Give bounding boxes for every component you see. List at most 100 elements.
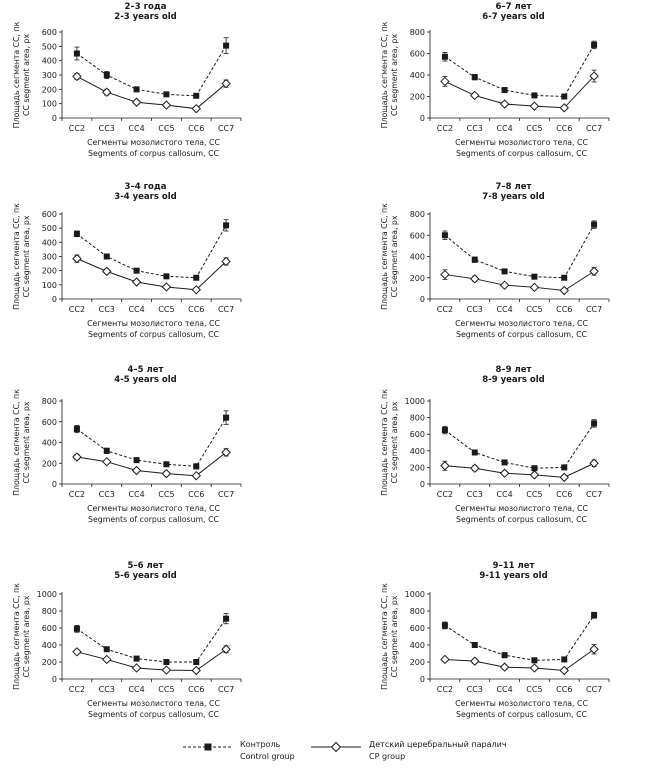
data-point <box>72 71 82 82</box>
data-point <box>561 274 568 281</box>
data-point <box>501 87 508 94</box>
panel-title: 9–11 лет <box>493 561 535 571</box>
x-tick-label: CC7 <box>586 490 602 499</box>
x-tick-label: CC3 <box>99 685 115 694</box>
x-axis-label: Сегменты мозолистого тела, СС <box>455 504 588 513</box>
series-line <box>76 45 227 97</box>
y-tick-label: 600 <box>410 231 425 240</box>
y-tick-label: 400 <box>410 447 425 456</box>
y-tick-label: 0 <box>52 114 57 123</box>
data-point <box>193 92 200 99</box>
x-tick-label: CC4 <box>496 490 512 499</box>
data-point <box>103 253 110 260</box>
panel-subtitle: 5-6 years old <box>114 571 176 581</box>
series-control <box>73 613 230 665</box>
series-line <box>76 258 227 291</box>
y-tick-label: 400 <box>42 238 57 247</box>
data-point <box>72 253 82 264</box>
series-control <box>73 410 230 470</box>
x-tick-label: CC5 <box>158 490 174 499</box>
data-point <box>73 50 80 57</box>
y-tick-label: 800 <box>410 28 425 37</box>
series-control <box>441 40 598 100</box>
x-tick-label: CC5 <box>526 685 542 694</box>
x-tick-label: CC5 <box>526 490 542 499</box>
data-point <box>529 101 540 111</box>
data-point <box>561 93 568 100</box>
data-point <box>73 426 80 433</box>
x-tick-label: CC2 <box>69 124 85 133</box>
y-tick-label: 0 <box>420 480 425 489</box>
data-point <box>163 273 170 280</box>
data-point <box>531 657 538 664</box>
x-tick-label: CC4 <box>496 685 512 694</box>
panel-title: 5–6 лет <box>128 561 164 571</box>
panel-subtitle: 6-7 years old <box>482 12 544 22</box>
panel-subtitle: 3-4 years old <box>114 192 176 202</box>
data-point <box>223 222 230 229</box>
y-tick-label: 400 <box>42 641 57 650</box>
data-point <box>73 625 80 632</box>
data-point <box>531 92 538 99</box>
data-point <box>561 464 568 471</box>
x-tick-label: CC3 <box>467 685 483 694</box>
y-tick-label: 200 <box>42 267 57 276</box>
legend: Контроль Control group Детский церебраль… <box>183 740 507 761</box>
data-point <box>191 665 201 676</box>
data-point <box>163 461 170 468</box>
series-line <box>444 423 595 469</box>
y-axis-label: Площадь сегмента СС, пк <box>380 389 389 496</box>
x-tick-label: CC2 <box>69 490 85 499</box>
data-point <box>559 472 569 483</box>
y-axis-label: Площадь сегмента СС, пк <box>12 583 21 690</box>
x-tick-label: CC4 <box>128 124 144 133</box>
data-point <box>441 622 448 629</box>
series-cp <box>440 69 599 113</box>
y-tick-label: 200 <box>410 658 425 667</box>
y-axis-label-en: CC segment area, px <box>390 401 399 483</box>
series-control <box>73 219 230 281</box>
legend-control-label-ru: Контроль <box>240 740 281 749</box>
data-point <box>559 103 569 113</box>
x-tick-label: CC4 <box>128 490 144 499</box>
x-tick-label: CC3 <box>99 124 115 133</box>
legend-cp-marker <box>330 741 342 753</box>
panel-subtitle: 4-5 years old <box>114 375 176 385</box>
x-tick-label: CC6 <box>188 685 204 694</box>
data-point <box>102 266 112 277</box>
y-tick-label: 500 <box>42 42 57 51</box>
data-point <box>72 647 82 657</box>
data-point <box>440 269 450 280</box>
data-point <box>441 232 448 239</box>
panel-title: 6–7 лет <box>496 2 532 12</box>
x-tick-label: CC3 <box>99 305 115 314</box>
data-point <box>591 41 598 48</box>
series-cp <box>440 644 599 676</box>
y-tick-label: 800 <box>410 414 425 423</box>
x-axis-label: Сегменты мозолистого тела, СС <box>87 504 220 513</box>
y-axis-label-en: CC segment area, px <box>22 401 31 483</box>
data-point <box>501 652 508 659</box>
series-line <box>76 225 227 279</box>
series-cp <box>72 71 231 114</box>
data-point <box>191 285 201 295</box>
y-tick-label: 600 <box>42 624 57 633</box>
data-point <box>131 465 142 476</box>
x-tick-label: CC7 <box>586 685 602 694</box>
y-tick-label: 400 <box>42 439 57 448</box>
x-tick-label: CC6 <box>556 490 572 499</box>
y-tick-label: 800 <box>42 607 57 616</box>
x-tick-label: CC7 <box>586 124 602 133</box>
legend-control-marker <box>204 743 212 751</box>
x-tick-label: CC5 <box>158 124 174 133</box>
x-axis-label-en: Segments of corpus callosum, CC <box>88 149 219 158</box>
y-tick-label: 200 <box>42 459 57 468</box>
x-tick-label: CC7 <box>218 305 234 314</box>
x-axis-label: Сегменты мозолистого тела, СС <box>455 138 588 147</box>
x-axis-label-en: Segments of corpus callosum, CC <box>88 710 219 719</box>
y-tick-label: 200 <box>42 658 57 667</box>
panel-title: 3–4 года <box>125 182 167 192</box>
